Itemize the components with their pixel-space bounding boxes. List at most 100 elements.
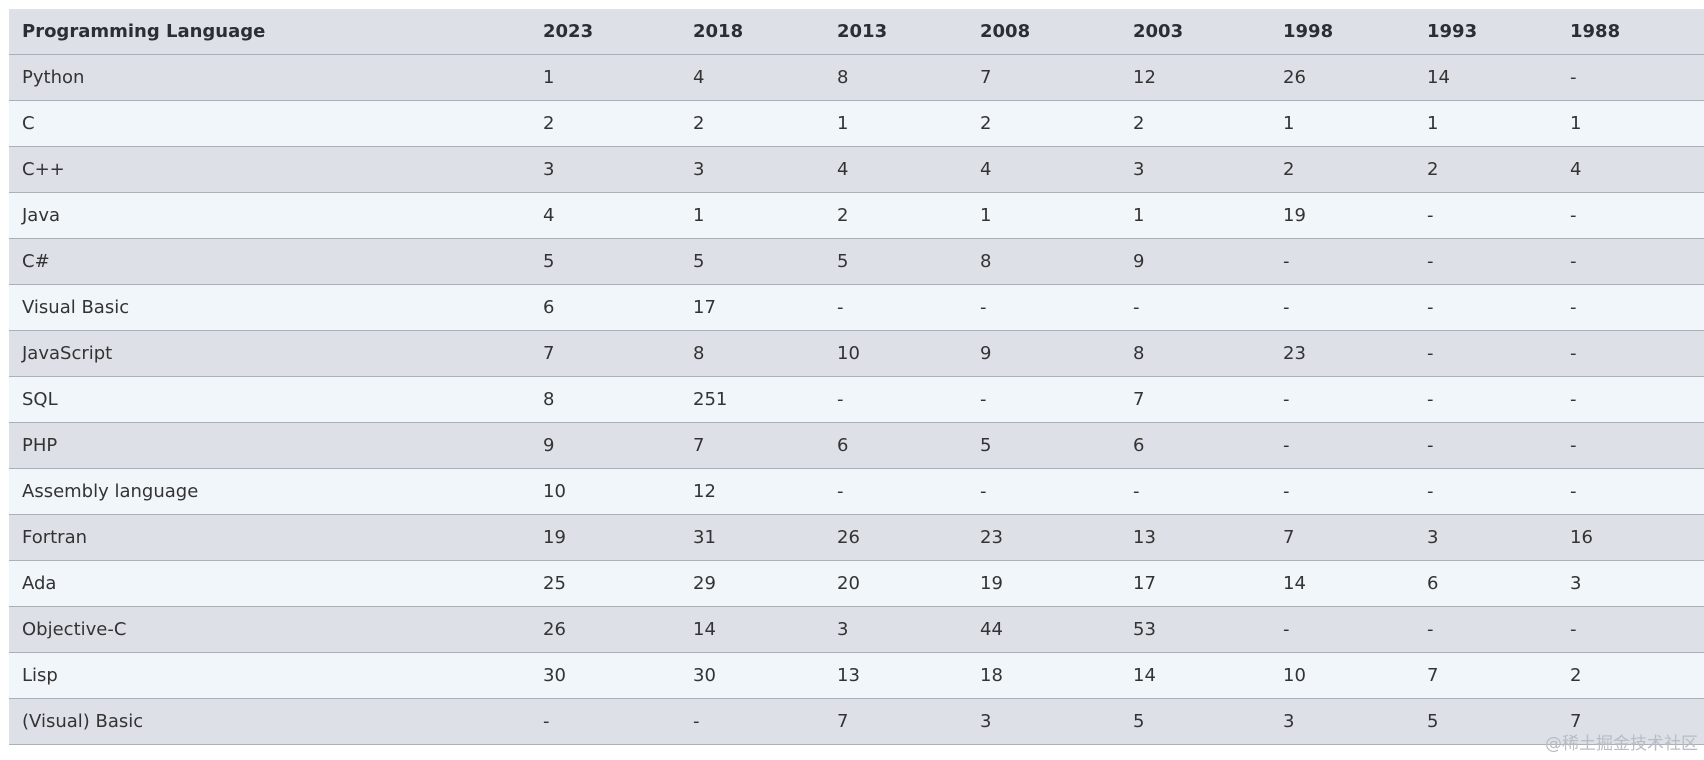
- rank-cell: -: [1414, 238, 1557, 285]
- language-cell: SQL: [9, 376, 530, 423]
- table-row: Objective-C 26 14 3 44 53- - -: [9, 606, 1704, 653]
- rank-cell: 2: [967, 100, 1120, 147]
- rank-cell: 29: [680, 560, 824, 607]
- table-row: Ada 25 29 20 19 17 14 6 3: [9, 560, 1704, 607]
- rank-cell: 1: [1120, 192, 1270, 239]
- table-row: Java 4 1 2 1 1 19- -: [9, 192, 1704, 239]
- watermark: @稀土掘金技术社区: [1545, 734, 1698, 754]
- language-cell: Fortran: [9, 514, 530, 561]
- table-row: C# 5 5 5 8 9- - -: [9, 238, 1704, 285]
- rank-cell: 6: [824, 422, 967, 469]
- rank-cell: 19: [1270, 192, 1414, 239]
- rank-cell: -: [1414, 284, 1557, 331]
- rank-cell: 251: [680, 376, 824, 423]
- rank-cell: -: [1120, 468, 1270, 515]
- rank-cell: 4: [530, 192, 680, 239]
- rank-cell: 7: [530, 330, 680, 377]
- rank-cell: -: [1270, 376, 1414, 423]
- rank-cell: -: [1557, 376, 1704, 423]
- rank-cell: 1: [967, 192, 1120, 239]
- rank-cell: 4: [680, 54, 824, 101]
- rank-cell: 2: [1270, 146, 1414, 193]
- rank-cell: -: [1414, 422, 1557, 469]
- rank-cell: -: [1270, 422, 1414, 469]
- rank-cell: 23: [967, 514, 1120, 561]
- language-cell: C++: [9, 146, 530, 193]
- rank-cell: -: [1557, 284, 1704, 331]
- rank-cell: -: [1557, 238, 1704, 285]
- rank-cell: 7: [967, 54, 1120, 101]
- rank-cell: 19: [967, 560, 1120, 607]
- language-cell: PHP: [9, 422, 530, 469]
- rank-cell: -: [1557, 192, 1704, 239]
- rank-cell: 9: [1120, 238, 1270, 285]
- header-cell: 2003: [1120, 9, 1270, 55]
- rank-cell: 5: [1120, 698, 1270, 745]
- rank-cell: 18: [967, 652, 1120, 699]
- rank-cell: 14: [1270, 560, 1414, 607]
- rank-cell: 1: [680, 192, 824, 239]
- rank-cell: 20: [824, 560, 967, 607]
- table-row: JavaScript 7 8 10 9 8 23- -: [9, 330, 1704, 377]
- rank-cell: -: [1557, 330, 1704, 377]
- header-cell: Programming Language: [9, 9, 530, 55]
- rank-cell: 2: [1414, 146, 1557, 193]
- rank-cell: 13: [824, 652, 967, 699]
- rank-cell: 26: [824, 514, 967, 561]
- table-row: C++ 3 3 4 4 3 2 2 4: [9, 146, 1704, 193]
- header-row: Programming Language 2023 2018 2013 2008 2003…: [9, 9, 1704, 55]
- rank-cell: -: [1414, 468, 1557, 515]
- rank-cell: 2: [1120, 100, 1270, 147]
- rank-cell: 2: [1557, 652, 1704, 699]
- rank-cell: 4: [967, 146, 1120, 193]
- rank-cell: 25: [530, 560, 680, 607]
- rank-cell: 31: [680, 514, 824, 561]
- rank-cell: 5: [967, 422, 1120, 469]
- rank-cell: -: [824, 284, 967, 331]
- rank-cell: 2: [680, 100, 824, 147]
- rank-cell: -: [1270, 284, 1414, 331]
- table-body: Python 1 4 8 7 12 26 14- C 2 2 1 2 2 1 1 1 C++ 3 3 4 4 3 2 2 4 Jav…: [9, 54, 1704, 745]
- rank-cell: 44: [967, 606, 1120, 653]
- rank-cell: 3: [1120, 146, 1270, 193]
- rank-cell: 5: [680, 238, 824, 285]
- rank-cell: -: [530, 698, 680, 745]
- rank-cell: 1: [1414, 100, 1557, 147]
- rank-cell: 9: [967, 330, 1120, 377]
- rank-cell: 7: [1270, 514, 1414, 561]
- table-row: (Visual) Basic - -7 3 5 3 5 7: [9, 698, 1704, 745]
- rank-cell: -: [824, 376, 967, 423]
- language-cell: Java: [9, 192, 530, 239]
- rank-cell: 1: [1270, 100, 1414, 147]
- rank-cell: 30: [530, 652, 680, 699]
- rank-cell: 2: [824, 192, 967, 239]
- table-row: PHP 9 7 6 5 6- - -: [9, 422, 1704, 469]
- rank-cell: 7: [824, 698, 967, 745]
- table-row: Visual Basic 6 17- - - - - -: [9, 284, 1704, 331]
- rank-cell: 6: [1414, 560, 1557, 607]
- rank-cell: 9: [530, 422, 680, 469]
- rank-cell: -: [1414, 192, 1557, 239]
- rank-cell: 26: [1270, 54, 1414, 101]
- rank-cell: 14: [680, 606, 824, 653]
- rank-cell: 2: [530, 100, 680, 147]
- header-cell: 2013: [824, 9, 967, 55]
- rank-cell: 8: [824, 54, 967, 101]
- language-cell: JavaScript: [9, 330, 530, 377]
- rank-cell: 3: [1557, 560, 1704, 607]
- rank-cell: 3: [680, 146, 824, 193]
- language-cell: Visual Basic: [9, 284, 530, 331]
- rank-cell: 1: [530, 54, 680, 101]
- rank-cell: 4: [1557, 146, 1704, 193]
- rank-cell: -: [1270, 606, 1414, 653]
- rank-cell: 8: [1120, 330, 1270, 377]
- rank-cell: -: [1270, 468, 1414, 515]
- rank-cell: 26: [530, 606, 680, 653]
- language-cell: Ada: [9, 560, 530, 607]
- rank-cell: 30: [680, 652, 824, 699]
- rank-cell: 10: [1270, 652, 1414, 699]
- rank-cell: -: [824, 468, 967, 515]
- language-cell: Objective-C: [9, 606, 530, 653]
- rank-cell: -: [1557, 54, 1704, 101]
- rank-cell: 3: [1414, 514, 1557, 561]
